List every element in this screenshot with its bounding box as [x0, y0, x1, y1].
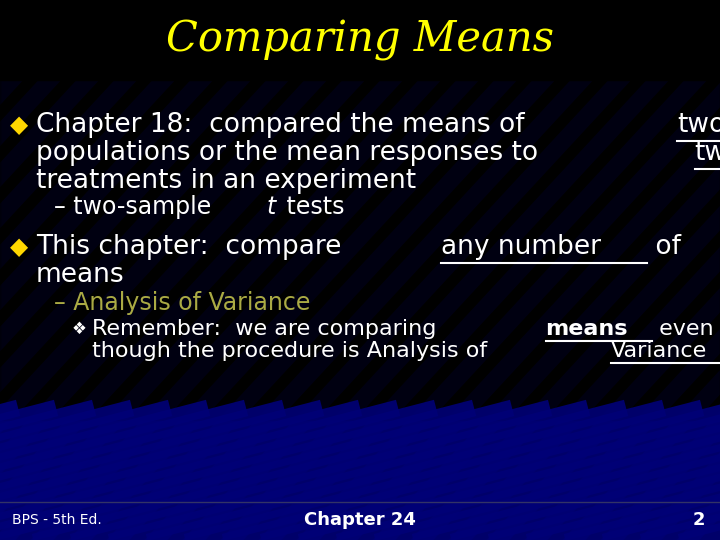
Text: Chapter 24: Chapter 24 [304, 511, 416, 529]
Text: two: two [678, 112, 720, 138]
Text: of: of [647, 234, 681, 260]
Text: means: means [546, 319, 628, 339]
Text: – two-sample: – two-sample [54, 195, 219, 219]
Text: ◆: ◆ [10, 235, 28, 259]
Text: treatments in an experiment: treatments in an experiment [36, 168, 416, 194]
Text: Variance: Variance [611, 341, 708, 361]
Text: Chapter 18:  compared the means of: Chapter 18: compared the means of [36, 112, 533, 138]
Text: tests: tests [279, 195, 344, 219]
Text: even: even [652, 319, 714, 339]
Text: means: means [36, 262, 125, 288]
Text: ◆: ◆ [10, 113, 28, 137]
Text: This chapter:  compare: This chapter: compare [36, 234, 350, 260]
Text: BPS - 5th Ed.: BPS - 5th Ed. [12, 513, 102, 527]
Text: any number: any number [441, 234, 600, 260]
Bar [0, 0, 720, 80]
Text: – Analysis of Variance: – Analysis of Variance [54, 291, 310, 315]
Text: though the procedure is Analysis of: though the procedure is Analysis of [92, 341, 495, 361]
Text: two: two [695, 140, 720, 166]
Text: 2: 2 [693, 511, 705, 529]
Text: t: t [266, 195, 276, 219]
Text: populations or the mean responses to: populations or the mean responses to [36, 140, 546, 166]
Text: ❖: ❖ [72, 320, 87, 338]
Text: Comparing Means: Comparing Means [166, 19, 554, 61]
Text: Remember:  we are comparing: Remember: we are comparing [92, 319, 444, 339]
Bar [0, 0, 720, 420]
